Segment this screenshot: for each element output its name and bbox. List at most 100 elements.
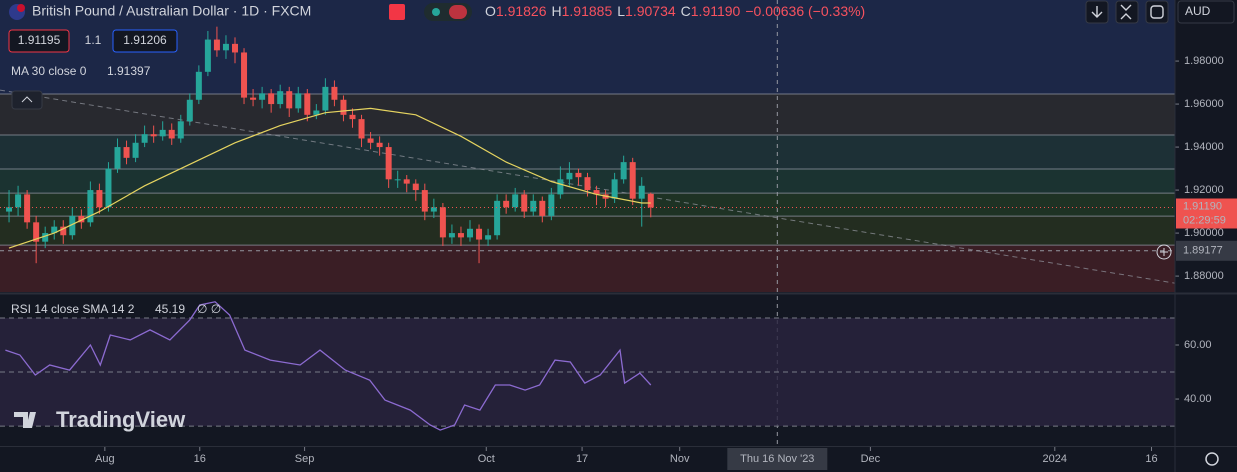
level-zone xyxy=(0,135,1175,170)
candle-body xyxy=(87,190,94,223)
candle-body xyxy=(584,177,591,191)
fullscreen-button[interactable] xyxy=(1145,0,1169,24)
currency-button[interactable] xyxy=(1177,0,1235,24)
buy-price: 1.91206 xyxy=(123,33,167,47)
candle-body xyxy=(322,86,329,111)
candle-body xyxy=(539,200,546,216)
spread: 1.1 xyxy=(85,33,102,47)
candle-body xyxy=(503,200,510,208)
down-icon xyxy=(1091,6,1103,18)
watermark: TradingView xyxy=(56,407,186,432)
candle-body xyxy=(394,179,401,181)
candle-body xyxy=(467,228,473,238)
candle-body xyxy=(168,129,175,139)
candle-body xyxy=(132,142,139,158)
high-label: H xyxy=(552,3,562,19)
y-tick-label: 1.96000 xyxy=(1184,98,1224,110)
candle-body xyxy=(412,183,419,191)
candle-body xyxy=(123,147,130,158)
candle-body xyxy=(15,194,22,208)
candle-body xyxy=(367,138,374,143)
candle-body xyxy=(620,162,627,180)
candle-body xyxy=(159,129,166,137)
candle-body xyxy=(593,190,600,195)
candle-body xyxy=(494,200,501,236)
collapse-legend-button[interactable] xyxy=(11,90,43,110)
candle-body xyxy=(277,91,284,105)
plus-icon xyxy=(1160,248,1168,256)
candle-body xyxy=(259,93,266,100)
level-zone xyxy=(0,0,1175,94)
candle-body xyxy=(448,233,455,238)
candle-body xyxy=(24,194,31,223)
candle-body xyxy=(521,194,528,212)
buy-button[interactable] xyxy=(112,29,178,53)
flag-icon-small xyxy=(17,4,25,12)
candle-body xyxy=(60,226,67,236)
y-tick-label: 40.00 xyxy=(1184,393,1212,405)
candle-body xyxy=(476,228,483,240)
countdown-label: 02:29:59 xyxy=(1183,214,1226,226)
x-tick-label: 2024 xyxy=(1043,453,1067,465)
symbol-title[interactable]: British Pound / Australian Dollar · 1D ·… xyxy=(32,3,311,19)
sell-price: 1.91195 xyxy=(18,33,61,47)
ohlc-readout: O1.91826 H1.91885 L1.90734 C1.91190 −0.00636… xyxy=(485,3,865,19)
rsi-extra: ∅ ∅ xyxy=(197,302,221,316)
level-zone xyxy=(0,193,1175,217)
open-value: 1.91826 xyxy=(496,3,547,19)
candle-body xyxy=(51,226,58,234)
sell-button[interactable] xyxy=(8,29,70,53)
level-zone xyxy=(0,93,1175,136)
candle-body xyxy=(548,194,555,216)
crosshair-date-badge xyxy=(727,448,828,470)
candle-body xyxy=(295,93,302,109)
x-tick-label: 17 xyxy=(576,453,588,465)
y-tick-label: 1.92000 xyxy=(1184,184,1224,196)
add-alert-button[interactable] xyxy=(1156,244,1172,260)
rsi-label[interactable]: RSI 14 close SMA 14 2 xyxy=(11,302,135,316)
candle-body xyxy=(385,147,392,180)
close-label: C xyxy=(681,3,691,19)
candle-body xyxy=(150,134,157,137)
x-tick-label: Aug xyxy=(95,453,115,465)
candle-body xyxy=(78,215,85,223)
y-tick-label: 1.94000 xyxy=(1184,141,1224,153)
candle-body xyxy=(105,168,112,208)
x-tick-label: 16 xyxy=(1145,453,1157,465)
candle-body xyxy=(177,121,184,139)
settings-button[interactable] xyxy=(1205,452,1219,466)
candle-body xyxy=(222,43,229,51)
status-dot xyxy=(432,8,440,16)
collapse-button[interactable] xyxy=(1115,0,1139,24)
change-value: −0.00636 (−0.33%) xyxy=(745,3,865,19)
candle-body xyxy=(530,200,537,212)
ma-value: 1.91397 xyxy=(107,64,151,78)
y-tick-label: 1.98000 xyxy=(1184,55,1224,67)
candle-body xyxy=(439,207,446,238)
chevron-icon xyxy=(21,96,33,103)
crosshair-date-label: Thu 16 Nov '23 xyxy=(740,453,814,465)
ma-line xyxy=(8,107,651,249)
high-value: 1.91885 xyxy=(562,3,613,19)
y-tick-label: 1.90000 xyxy=(1184,227,1224,239)
candle-body xyxy=(349,114,356,120)
candle-body xyxy=(566,172,573,180)
crosshair-price-badge xyxy=(1176,240,1237,261)
y-tick-label: 60.00 xyxy=(1184,339,1212,351)
x-tick-label: Nov xyxy=(670,453,690,465)
x-tick-label: Oct xyxy=(478,453,495,465)
open-label: O xyxy=(485,3,496,19)
candle-body xyxy=(358,119,365,139)
candle-body xyxy=(575,172,582,178)
candle-body xyxy=(232,43,238,53)
candle-body xyxy=(557,179,564,195)
low-label: L xyxy=(617,3,625,19)
x-tick-label: 16 xyxy=(194,453,206,465)
low-value: 1.90734 xyxy=(625,3,676,19)
flag-button[interactable] xyxy=(389,4,405,20)
ma-label[interactable]: MA 30 close 0 xyxy=(11,64,87,78)
candle-body xyxy=(304,93,311,115)
crosshair-price-label: 1.89177 xyxy=(1183,245,1223,257)
currency-label: AUD xyxy=(1185,4,1211,18)
candle-body xyxy=(250,97,257,100)
